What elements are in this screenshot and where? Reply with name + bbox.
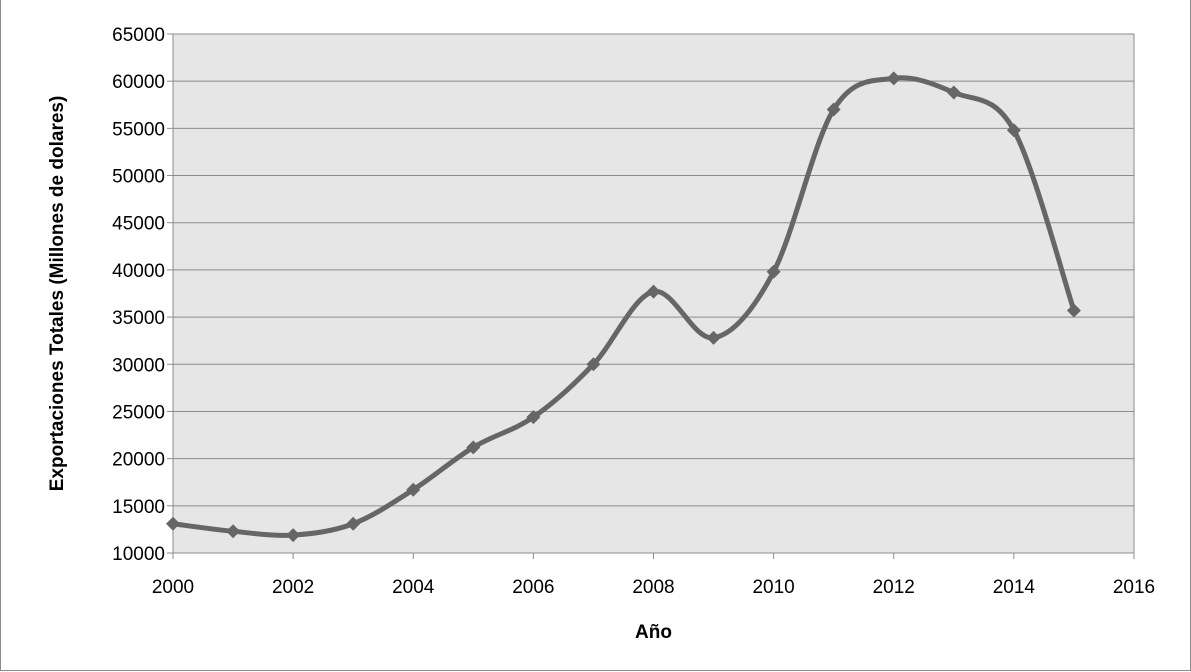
x-tick-label: 2008 xyxy=(632,577,674,598)
x-tick-label: 2002 xyxy=(272,577,314,598)
data-point-marker xyxy=(826,102,841,117)
y-tick-label: 50000 xyxy=(112,167,165,188)
y-tick-label: 60000 xyxy=(112,72,165,93)
data-point-marker xyxy=(166,516,180,531)
y-tick-label: 65000 xyxy=(112,25,165,46)
data-point-marker xyxy=(886,71,901,86)
y-tick-label: 20000 xyxy=(112,450,165,471)
data-point-marker xyxy=(526,410,541,425)
gridlines xyxy=(173,33,1134,554)
x-tick-label: 2004 xyxy=(392,577,435,598)
data-point-marker xyxy=(1006,123,1021,138)
data-point-marker xyxy=(1066,303,1081,318)
y-tick-label: 55000 xyxy=(112,119,165,140)
y-axis-ticks: 10000 15000 20000 25000 30000 35000 40000 45000… xyxy=(112,25,173,565)
data-point-marker xyxy=(946,85,961,100)
data-point-marker xyxy=(346,516,361,531)
data-point-marker xyxy=(406,482,421,497)
data-point-marker xyxy=(646,284,661,299)
data-point-marker xyxy=(586,357,601,372)
series-markers xyxy=(166,71,1081,543)
y-tick-label: 40000 xyxy=(112,261,165,282)
x-tick-label: 2012 xyxy=(873,577,915,598)
y-tick-label: 35000 xyxy=(112,308,165,329)
x-tick-label: 2014 xyxy=(993,577,1036,598)
x-axis-title: Año xyxy=(635,622,672,643)
x-tick-label: 2006 xyxy=(512,577,554,598)
y-tick-label: 30000 xyxy=(112,355,165,376)
y-tick-label: 10000 xyxy=(112,544,165,565)
data-point-marker xyxy=(706,330,721,345)
data-point-marker xyxy=(466,440,481,455)
data-point-marker xyxy=(226,524,241,539)
y-tick-label: 25000 xyxy=(112,402,165,423)
data-point-marker xyxy=(286,528,301,543)
x-tick-label: 2016 xyxy=(1113,577,1155,598)
x-tick-label: 2010 xyxy=(752,577,794,598)
y-tick-label: 45000 xyxy=(112,214,165,235)
data-point-marker xyxy=(766,264,781,279)
x-axis-ticks: 2000 2002 2004 2006 2008 2010 2012 2014 2016 xyxy=(152,553,1155,598)
y-tick-label: 15000 xyxy=(112,497,165,518)
x-tick-label: 2000 xyxy=(152,577,194,598)
y-axis-title: Exportaciones Totales (Millones de dolar… xyxy=(47,96,68,492)
